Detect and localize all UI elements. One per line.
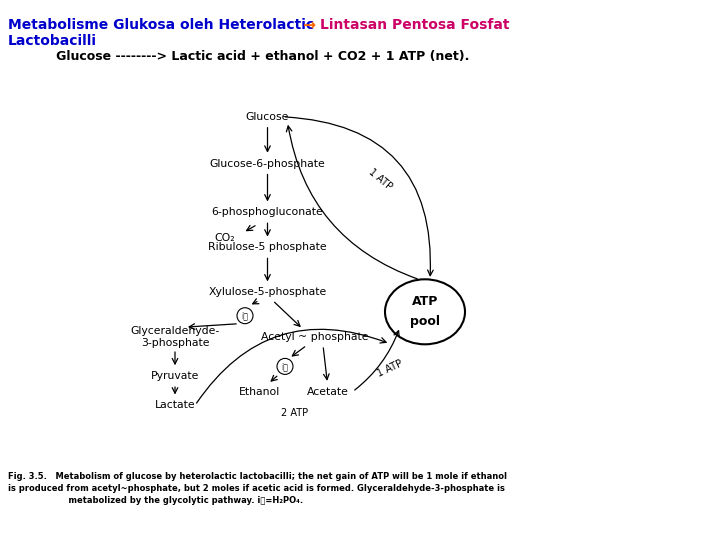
Text: Lintasan Pentosa Fosfat: Lintasan Pentosa Fosfat [320,18,510,32]
Text: ATP: ATP [412,295,438,308]
Text: Lactobacilli: Lactobacilli [8,34,97,48]
Text: Metabolisme Glukosa oleh Heterolactic: Metabolisme Glukosa oleh Heterolactic [8,18,314,32]
Text: Pyruvate: Pyruvate [150,371,199,381]
Text: Xylulose-5-phosphate: Xylulose-5-phosphate [208,287,327,298]
Text: Ethanol: Ethanol [239,387,281,397]
Text: iⓅ: iⓅ [282,362,289,371]
Text: metabolized by the glycolytic pathway. iⓅ=H₂PO₄.: metabolized by the glycolytic pathway. i… [8,496,303,505]
Text: 1 ATP: 1 ATP [376,358,405,379]
Text: Glucose: Glucose [246,112,289,122]
Text: pool: pool [410,315,440,328]
Text: iⓅ: iⓅ [242,311,248,320]
Text: →: → [298,18,321,33]
Text: Lactate: Lactate [155,400,195,410]
Text: 6-phosphogluconate: 6-phosphogluconate [212,207,323,217]
Text: 2 ATP: 2 ATP [282,408,309,418]
Text: Fig. 3.5.   Metabolism of glucose by heterolactic lactobacilli; the net gain of : Fig. 3.5. Metabolism of glucose by heter… [8,472,507,481]
Text: Ribulose-5 phosphate: Ribulose-5 phosphate [208,242,327,252]
Text: is produced from acetyl~phosphate, but 2 moles if acetic acid is formed. Glycera: is produced from acetyl~phosphate, but 2… [8,484,505,493]
Text: Glucose-6-phosphate: Glucose-6-phosphate [210,159,325,168]
Text: Acetyl ~ phosphate: Acetyl ~ phosphate [261,332,369,342]
Text: 1 ATP: 1 ATP [366,167,394,192]
Text: Acetate: Acetate [307,387,348,397]
Text: Glyceraldehyde-
3-phosphate: Glyceraldehyde- 3-phosphate [130,326,220,348]
Text: CO₂: CO₂ [215,233,235,242]
Text: Glucose --------> Lactic acid + ethanol + CO2 + 1 ATP (net).: Glucose --------> Lactic acid + ethanol … [8,50,469,63]
